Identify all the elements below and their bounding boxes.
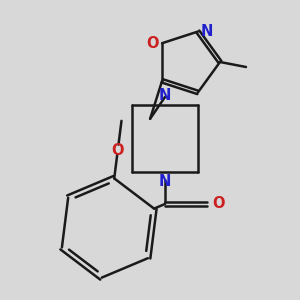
Text: N: N xyxy=(201,24,213,39)
Text: N: N xyxy=(159,88,171,103)
Text: N: N xyxy=(159,174,171,189)
Text: O: O xyxy=(212,196,224,211)
Text: O: O xyxy=(147,36,159,51)
Text: O: O xyxy=(112,143,124,158)
